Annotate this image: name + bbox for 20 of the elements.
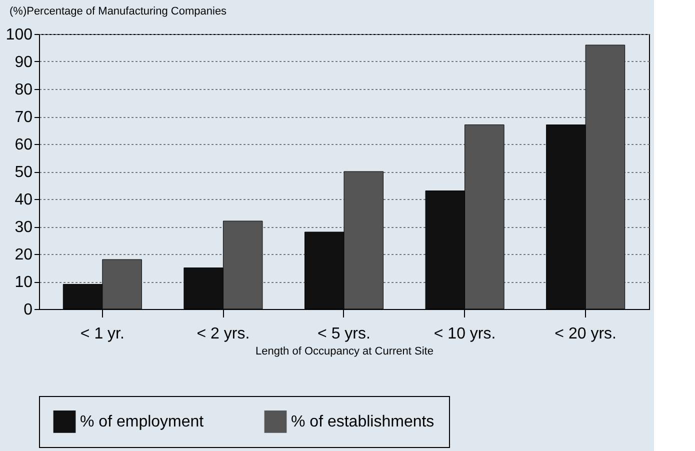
y-tick-label: 70 [14, 109, 33, 126]
y-tick-label: 0 [24, 302, 33, 318]
x-tick-label: < 1 yr. [80, 326, 124, 342]
y-tick-label: 10 [14, 274, 33, 291]
y-axis-title: (%)Percentage of Manufacturing Companies [10, 6, 228, 18]
y-tick-label: 60 [14, 136, 33, 154]
x-tick-label: < 20 yrs. [554, 326, 616, 342]
x-tick-label: < 5 yrs. [318, 326, 370, 342]
y-tick-label: 40 [14, 192, 33, 208]
y-tick-label: 90 [14, 54, 33, 71]
x-tick-label: < 2 yrs. [196, 326, 250, 342]
y-tick-label: 20 [14, 246, 33, 264]
y-tick-label: 50 [14, 164, 33, 181]
x-tick-label: < 10 yrs. [434, 326, 496, 342]
legend-label: % of establishments [291, 414, 434, 431]
y-tick-label: 30 [14, 219, 33, 236]
x-axis-title: Length of Occupancy at Current Site [256, 346, 434, 358]
legend-label: % of employment [80, 414, 204, 431]
y-tick-label: 100 [6, 26, 33, 44]
y-tick-label: 80 [14, 82, 33, 98]
